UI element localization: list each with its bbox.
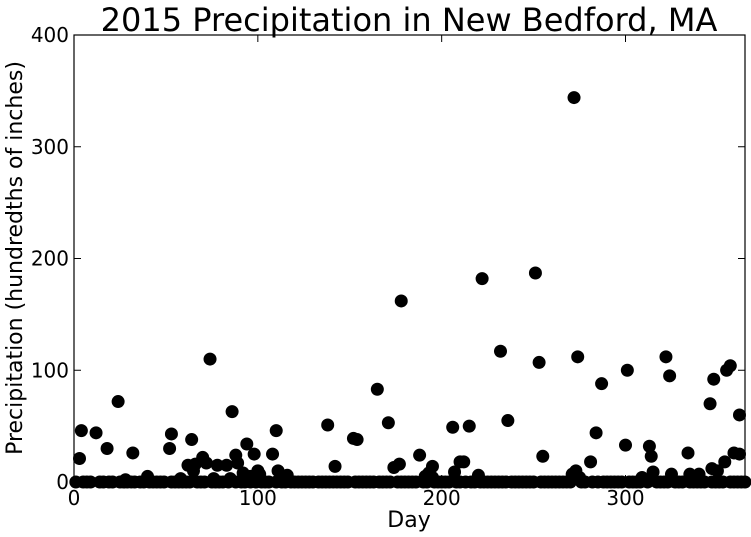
data-point — [475, 272, 489, 286]
data-point — [501, 414, 515, 428]
data-point — [642, 439, 656, 453]
y-tick-label: 100 — [31, 358, 69, 382]
data-point — [446, 420, 460, 434]
data-point — [528, 266, 542, 280]
data-point — [619, 438, 633, 452]
data-point — [681, 446, 695, 460]
data-point — [220, 458, 234, 472]
y-axis-label: Precipitation (hundredths of inches) — [3, 61, 28, 455]
data-point — [536, 449, 550, 463]
data-point — [185, 433, 199, 447]
data-point — [589, 426, 603, 440]
data-point — [707, 372, 721, 386]
data-point — [203, 352, 217, 366]
data-point — [74, 424, 88, 438]
plot-frame — [73, 34, 746, 483]
x-tick-label: 100 — [239, 486, 277, 510]
data-point — [413, 448, 427, 462]
x-axis-label: Day — [387, 508, 430, 533]
data-point — [493, 344, 507, 358]
data-point — [266, 447, 280, 461]
data-point — [703, 397, 717, 411]
data-point — [663, 369, 677, 383]
axis-ticks — [73, 34, 745, 483]
x-tick-label: 0 — [68, 486, 81, 510]
data-points — [69, 91, 751, 489]
data-point — [723, 359, 737, 373]
data-point — [207, 472, 221, 486]
y-tick-label: 400 — [31, 23, 69, 47]
data-point — [225, 405, 239, 419]
y-tick-label: 200 — [31, 247, 69, 271]
data-point — [118, 473, 132, 487]
data-point — [394, 294, 408, 308]
x-tick-label: 300 — [606, 486, 644, 510]
data-point — [269, 424, 283, 438]
data-point — [710, 464, 724, 478]
data-point — [163, 441, 177, 455]
data-point — [392, 457, 406, 471]
data-point — [571, 350, 585, 364]
data-point — [321, 418, 335, 432]
data-point — [738, 475, 751, 489]
data-point — [100, 441, 114, 455]
data-point — [253, 467, 267, 481]
data-point — [732, 408, 746, 422]
x-tick-label: 200 — [423, 486, 461, 510]
chart-title: 2015 Precipitation in New Bedford, MA — [101, 1, 718, 39]
data-point — [584, 455, 598, 469]
data-point — [462, 419, 476, 433]
data-point — [659, 350, 673, 364]
data-point — [350, 433, 364, 447]
data-point — [425, 459, 439, 473]
data-point — [683, 467, 697, 481]
y-tick-label: 300 — [31, 135, 69, 159]
data-point — [328, 459, 342, 473]
data-point — [174, 472, 188, 486]
data-point — [210, 458, 224, 472]
data-point — [199, 456, 213, 470]
data-point — [425, 471, 439, 485]
data-point — [370, 382, 384, 396]
data-point — [247, 447, 261, 461]
data-point — [595, 377, 609, 391]
data-point — [141, 469, 155, 483]
data-point — [692, 467, 706, 481]
tick-labels: 0 100 200 300 0 100 200 300 400 — [31, 23, 645, 510]
data-point — [381, 416, 395, 430]
data-point — [164, 427, 178, 441]
data-point — [620, 363, 634, 377]
data-point — [73, 452, 87, 466]
data-point — [89, 426, 103, 440]
data-point — [646, 465, 660, 479]
data-point — [84, 475, 98, 489]
data-point — [732, 447, 746, 461]
data-point — [240, 437, 254, 451]
data-point — [231, 456, 245, 470]
data-point — [567, 91, 581, 105]
data-point — [644, 449, 658, 463]
data-point — [223, 472, 237, 486]
data-point — [111, 395, 125, 409]
data-point — [573, 471, 587, 485]
data-point — [280, 468, 294, 482]
data-point — [664, 467, 678, 481]
data-point — [471, 468, 485, 482]
y-tick-label: 0 — [56, 470, 69, 494]
plot-area — [69, 34, 751, 489]
data-point — [448, 465, 462, 479]
data-point — [635, 471, 649, 485]
data-point — [532, 355, 546, 369]
data-point — [126, 446, 140, 460]
data-point — [457, 455, 471, 469]
data-point — [718, 455, 732, 469]
